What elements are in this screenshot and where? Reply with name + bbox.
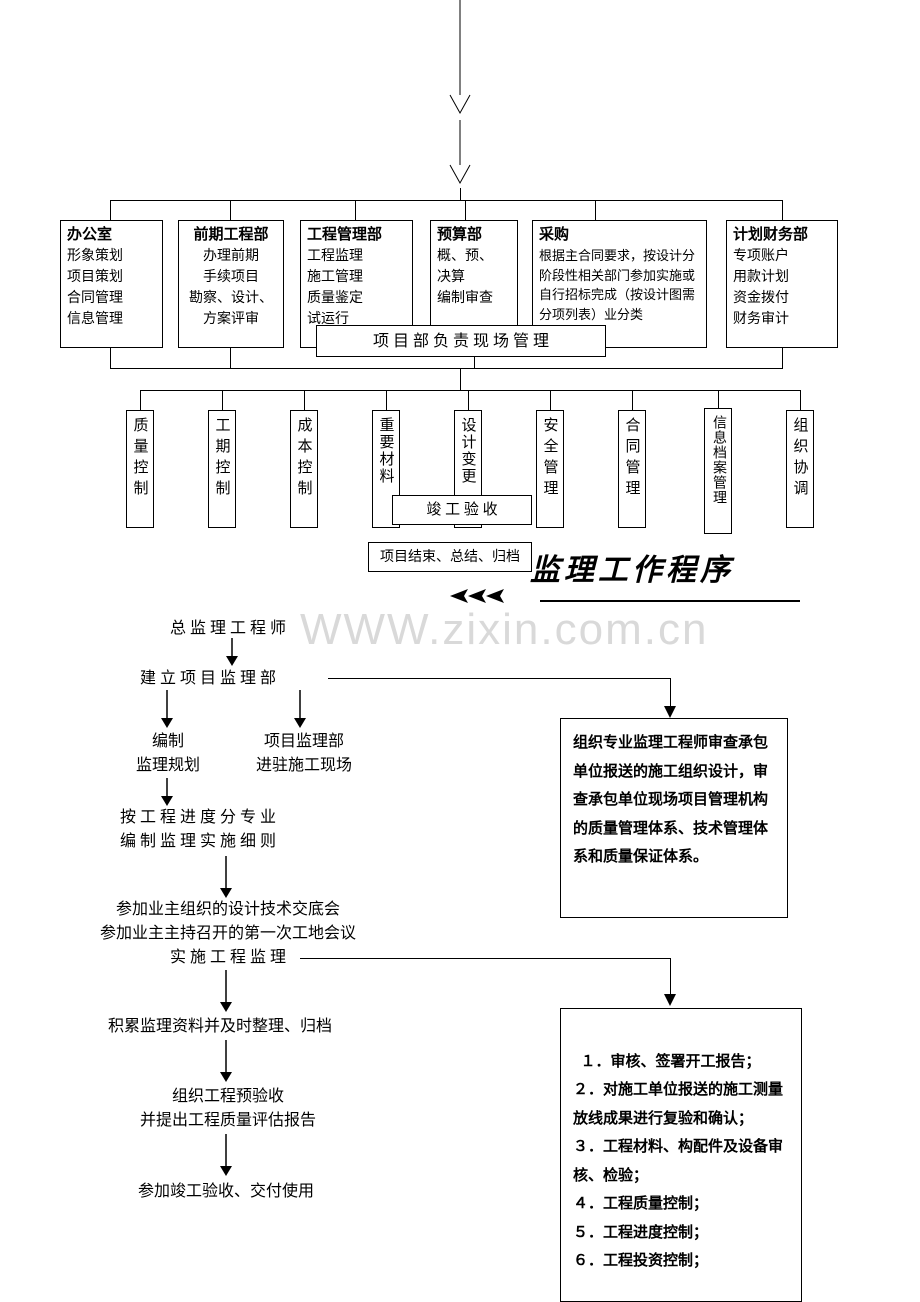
- dept-office: 办公室 形象策划 项目策划 合同管理 信息管理: [60, 220, 163, 348]
- vcol-schedule: 工期控制: [208, 410, 236, 528]
- arrow-s5: [219, 970, 233, 1012]
- vcol-cost: 成本控制: [290, 410, 318, 528]
- vcol-org: 组织协调: [786, 410, 814, 528]
- dept-engmgmt-title: 工程管理部: [307, 225, 406, 246]
- dept-early: 前期工程部 办理前期 手续项目 勘察、设计、 方案评审: [178, 220, 284, 348]
- flow-s5: 参加业主组织的设计技术交底会 参加业主主持召开的第一次工地会议 实 施 工 程 …: [100, 898, 356, 970]
- drop-budget: [465, 200, 466, 220]
- arrow-s6: [219, 1040, 233, 1082]
- watermark: WWW.zixin.com.cn: [300, 605, 708, 655]
- decor-line-1: [540, 600, 800, 602]
- dept-office-title: 办公室: [67, 225, 156, 246]
- arrow-s2b: [293, 690, 307, 728]
- dept-procure-title: 采购: [539, 225, 700, 246]
- arrow-s2a: [160, 690, 174, 728]
- dept-engmgmt-body: 工程监理 施工管理 质量鉴定 试运行: [307, 246, 406, 330]
- bus-mid: [110, 368, 783, 369]
- drop-early: [230, 200, 231, 220]
- colstem-3: [304, 390, 305, 410]
- dept-finance: 计划财务部 专项账户 用款计划 资金拨付 财务审计: [726, 220, 838, 348]
- colstem-8: [718, 390, 719, 410]
- conn-r1-h: [328, 678, 670, 679]
- legdown-early: [230, 348, 231, 368]
- colstem-4: [386, 390, 387, 410]
- drop-engmgmt: [355, 200, 356, 220]
- colstem-6: [550, 390, 551, 410]
- section-title: 监理工作程序: [530, 545, 734, 589]
- colstem-9: [800, 390, 801, 410]
- bus-top: [110, 200, 782, 201]
- flow-s3a: 编制 监理规划: [136, 730, 200, 778]
- stem-top: [460, 188, 461, 200]
- dept-early-body: 办理前期 手续项目 勘察、设计、 方案评审: [185, 246, 277, 330]
- dept-procure-body: 根据主合同要求，按设计分阶段性相关部门参加实施或自行招标完成（按设计图需分项列表…: [539, 246, 700, 324]
- arrow-top-1: [445, 95, 475, 123]
- midbox-accept: 竣 工 验 收: [392, 495, 532, 525]
- vcol-safety: 安全管理: [536, 410, 564, 528]
- midbox-pm: 项 目 部 负 责 现 场 管 理: [316, 325, 606, 357]
- bus-cols: [140, 390, 800, 391]
- conn-r2-arrow: [663, 994, 677, 1008]
- arrow-s4: [219, 856, 233, 898]
- colstem-7: [632, 390, 633, 410]
- legdown-finance: [782, 348, 783, 368]
- flow-s6: 积累监理资料并及时整理、归档: [108, 1015, 332, 1039]
- stem-mid: [460, 368, 461, 390]
- conn-r2-h: [300, 958, 670, 959]
- midbox-close: 项目结束、总结、归档: [368, 542, 532, 572]
- flow-s7: 组织工程预验收 并提出工程质量评估报告: [140, 1085, 316, 1133]
- dept-early-title: 前期工程部: [185, 225, 277, 246]
- arrow-s7: [219, 1134, 233, 1176]
- vcol-quality: 质量控制: [126, 410, 154, 528]
- colstem-1: [140, 390, 141, 410]
- midbox-accept-text: 竣 工 验 收: [426, 502, 497, 518]
- midbox-pm-text: 项 目 部 负 责 现 场 管 理: [373, 333, 549, 350]
- drop-office: [110, 200, 111, 220]
- flow-s3b: 项目监理部 进驻施工现场: [256, 730, 352, 778]
- vcol-info: 信息档案管理: [704, 408, 732, 534]
- flow-s8: 参加竣工验收、交付使用: [138, 1180, 314, 1204]
- colstem-2: [222, 390, 223, 410]
- flow-s4: 按 工 程 进 度 分 专 业 编 制 监 理 实 施 细 则: [120, 806, 276, 854]
- right-box-2: １．审核、签署开工报告； ２．对施工单位报送的施工测量放线成果进行复验和确认； …: [560, 1008, 802, 1302]
- dept-finance-body: 专项账户 用款计划 资金拨付 财务审计: [733, 246, 831, 330]
- midbox-close-text: 项目结束、总结、归档: [380, 550, 520, 565]
- flow-s2: 建 立 项 目 监 理 部: [140, 667, 276, 691]
- legdown-office: [110, 348, 111, 368]
- decor-arrows: [450, 586, 550, 606]
- dept-finance-title: 计划财务部: [733, 225, 831, 246]
- drop-procure: [595, 200, 596, 220]
- vcol-contract: 合同管理: [618, 410, 646, 528]
- colstem-5: [468, 390, 469, 410]
- arrow-s1: [225, 638, 239, 666]
- right-box-1-text: 组织专业监理工程师审查承包单位报送的施工组织设计，审查承包单位现场项目管理机构的…: [573, 735, 768, 865]
- right-box-1: 组织专业监理工程师审查承包单位报送的施工组织设计，审查承包单位现场项目管理机构的…: [560, 718, 788, 918]
- drop-finance: [782, 200, 783, 220]
- dept-budget-title: 预算部: [437, 225, 511, 246]
- right-box-2-text: １．审核、签署开工报告； ２．对施工单位报送的施工测量放线成果进行复验和确认； …: [573, 1054, 783, 1270]
- dept-office-body: 形象策划 项目策划 合同管理 信息管理: [67, 246, 156, 330]
- arrow-s3: [160, 778, 174, 806]
- dept-budget-body: 概、预、 决算 编制审查: [437, 246, 511, 309]
